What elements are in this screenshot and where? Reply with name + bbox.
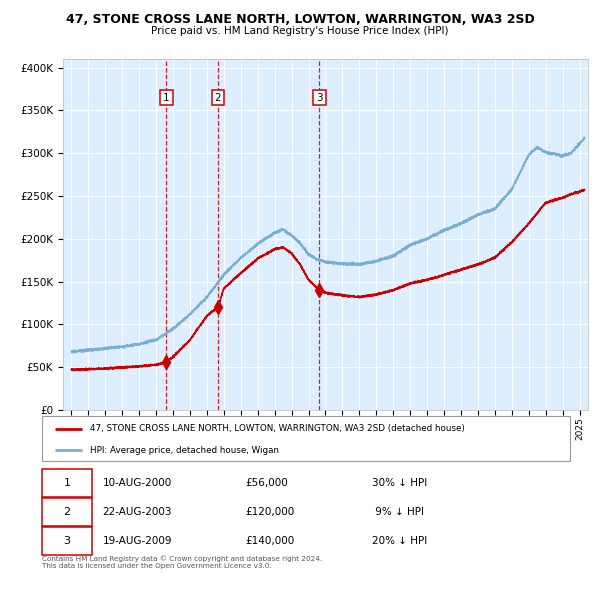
Text: £120,000: £120,000 xyxy=(245,507,295,517)
Text: 2: 2 xyxy=(64,507,71,517)
Text: 30% ↓ HPI: 30% ↓ HPI xyxy=(372,478,427,488)
Text: 47, STONE CROSS LANE NORTH, LOWTON, WARRINGTON, WA3 2SD: 47, STONE CROSS LANE NORTH, LOWTON, WARR… xyxy=(65,13,535,26)
Text: 47, STONE CROSS LANE NORTH, LOWTON, WARRINGTON, WA3 2SD (detached house): 47, STONE CROSS LANE NORTH, LOWTON, WARR… xyxy=(89,424,464,433)
Text: 1: 1 xyxy=(64,478,71,488)
Text: 2: 2 xyxy=(214,93,221,103)
FancyBboxPatch shape xyxy=(42,469,92,497)
Text: Contains HM Land Registry data © Crown copyright and database right 2024.
This d: Contains HM Land Registry data © Crown c… xyxy=(42,556,322,569)
Text: 22-AUG-2003: 22-AUG-2003 xyxy=(103,507,172,517)
Text: 19-AUG-2009: 19-AUG-2009 xyxy=(103,536,172,546)
Text: 3: 3 xyxy=(316,93,323,103)
FancyBboxPatch shape xyxy=(42,527,92,555)
FancyBboxPatch shape xyxy=(42,416,570,461)
Text: 3: 3 xyxy=(64,536,71,546)
Text: £140,000: £140,000 xyxy=(245,536,295,546)
FancyBboxPatch shape xyxy=(42,498,92,526)
Text: 10-AUG-2000: 10-AUG-2000 xyxy=(103,478,172,488)
Text: Price paid vs. HM Land Registry's House Price Index (HPI): Price paid vs. HM Land Registry's House … xyxy=(151,26,449,36)
Text: HPI: Average price, detached house, Wigan: HPI: Average price, detached house, Wiga… xyxy=(89,445,278,454)
Text: 20% ↓ HPI: 20% ↓ HPI xyxy=(372,536,427,546)
Text: £56,000: £56,000 xyxy=(245,478,288,488)
Text: 1: 1 xyxy=(163,93,170,103)
Text: 9% ↓ HPI: 9% ↓ HPI xyxy=(372,507,424,517)
